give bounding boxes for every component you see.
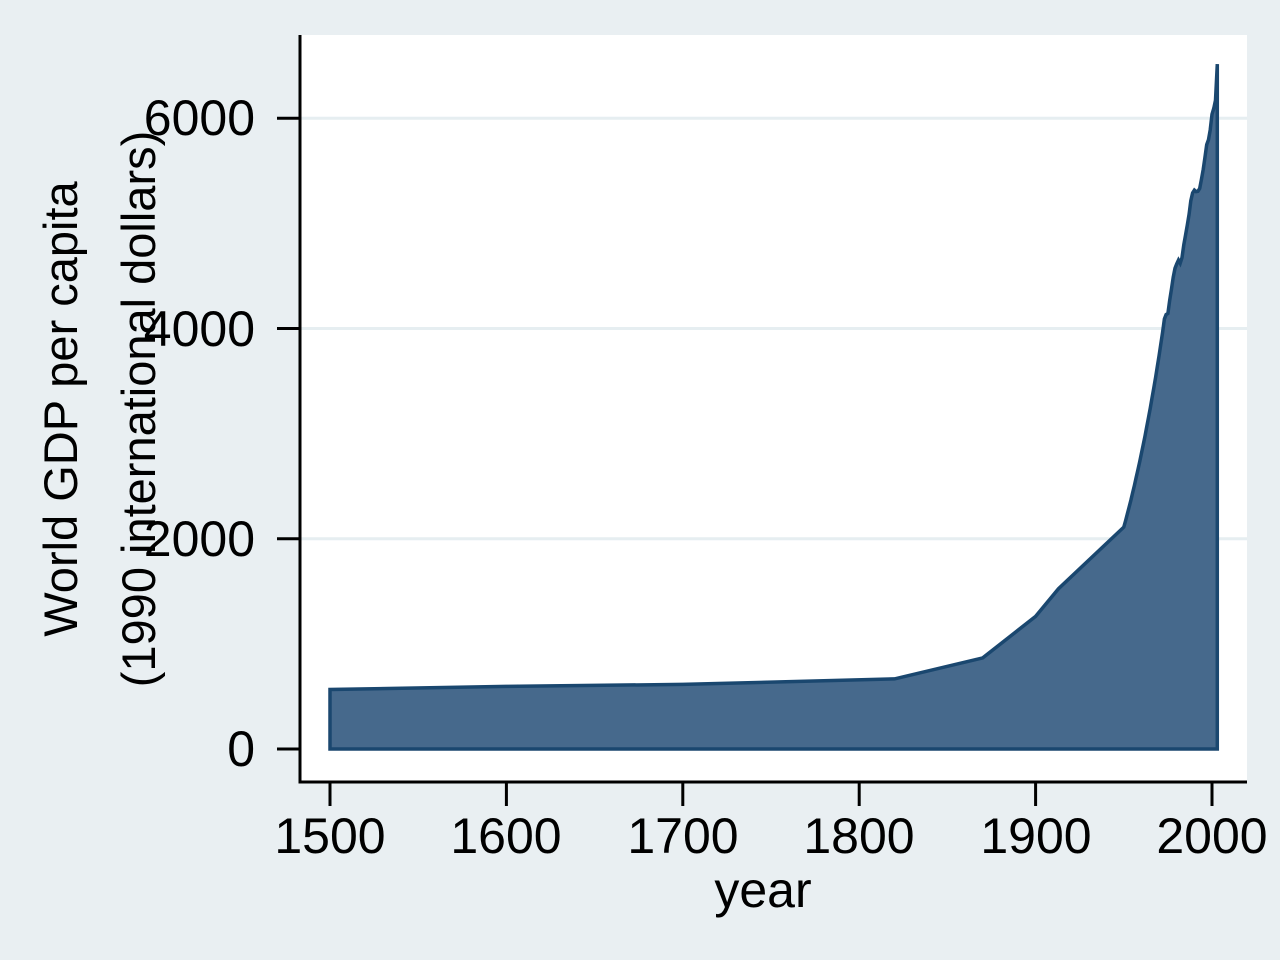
x-tick-label-1800: 1800: [803, 808, 915, 864]
area-series-world-gdp: [328, 64, 1220, 751]
x-tick-label-2000: 2000: [1156, 808, 1268, 864]
x-tick-label-1600: 1600: [450, 808, 562, 864]
y-tick-label-0: 0: [227, 721, 255, 777]
y-tick-label-2000: 2000: [143, 511, 255, 567]
x-axis-title: year: [714, 862, 812, 918]
x-tick-label-1900: 1900: [980, 808, 1092, 864]
x-tick-label-1700: 1700: [627, 808, 739, 864]
y-tick-label-6000: 6000: [143, 90, 255, 146]
x-tick-label-1500: 1500: [274, 808, 386, 864]
y-tick-label-4000: 4000: [143, 301, 255, 357]
